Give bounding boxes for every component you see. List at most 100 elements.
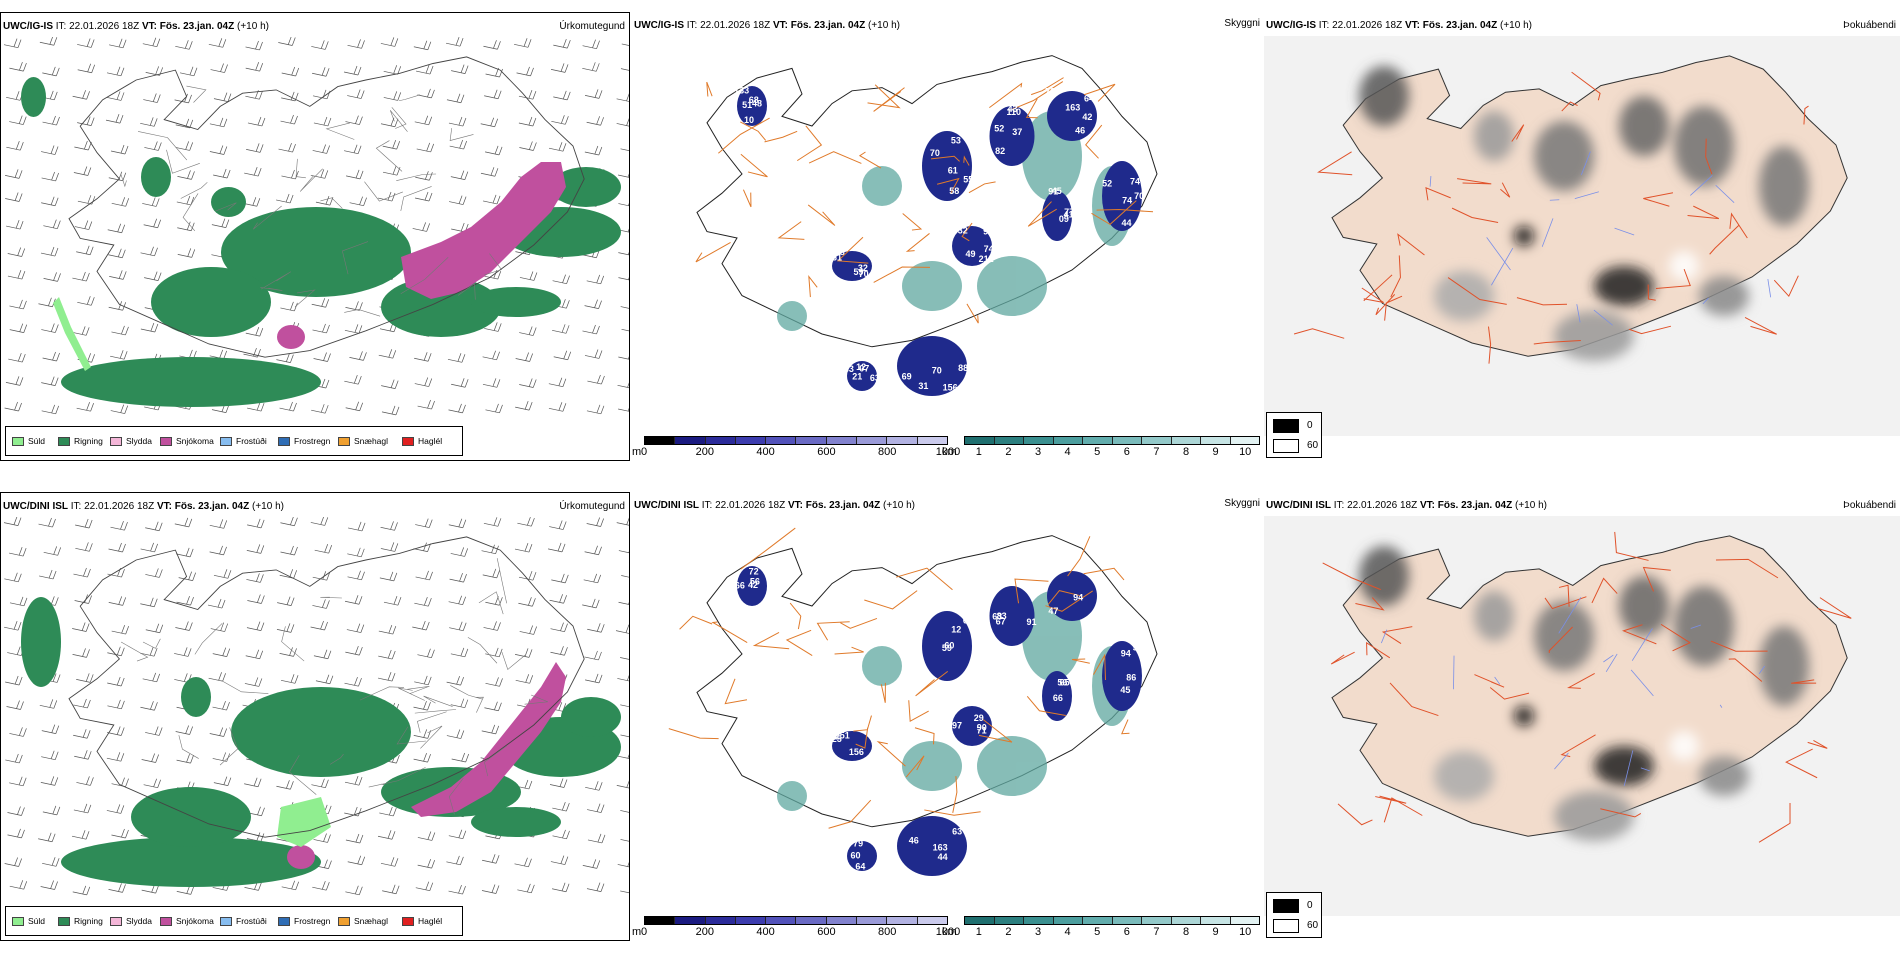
wind-barb	[617, 672, 629, 681]
wind-barb	[106, 114, 123, 123]
precip-legend-swatch	[338, 437, 350, 446]
wind-barb	[587, 883, 604, 892]
wind-barb	[312, 67, 329, 76]
wind-barb	[210, 546, 227, 555]
wind-barb	[449, 830, 466, 839]
wind-barb	[179, 572, 196, 581]
ceiling-value-label: 60	[944, 641, 954, 651]
wind-barb	[111, 326, 128, 335]
colorbar-segment	[766, 437, 796, 444]
wind-barb	[549, 402, 566, 411]
wind-barb	[313, 324, 330, 333]
colorbar-segment	[736, 437, 766, 444]
wind-barb	[280, 647, 297, 656]
wind-barb	[483, 195, 500, 204]
wind-barb	[246, 41, 263, 50]
colorbar-segment	[645, 437, 675, 444]
wind-barb	[213, 701, 230, 710]
wind-barb	[111, 521, 128, 530]
fog-index-patch	[1669, 251, 1699, 281]
colorbar-segment	[1083, 917, 1113, 924]
wind-barb	[587, 405, 604, 414]
wind-barb	[348, 522, 365, 531]
wind-barb	[447, 676, 464, 685]
precip-legend-swatch	[278, 917, 290, 926]
wind-barb	[378, 830, 395, 839]
colorbar-segment	[827, 437, 857, 444]
wind-barb	[5, 402, 22, 411]
fog-index-title: Þokuábendi	[1843, 20, 1896, 31]
wind-barb	[282, 67, 299, 76]
wind-barb	[73, 648, 90, 657]
fog-index-patch	[1434, 751, 1494, 801]
wind-barb	[483, 40, 500, 49]
init-time-label: IT:	[702, 500, 713, 511]
colorbar-tick-label: 9	[1213, 926, 1219, 938]
ceiling-value-label: 156	[849, 747, 864, 757]
valid-time-value: Fös. 23.jan. 04Z	[806, 500, 880, 511]
wind-barb	[552, 802, 569, 811]
ceiling-visibility-map: 1058826474967088129113353524274745915621…	[632, 36, 1264, 436]
wind-barb	[381, 542, 398, 551]
wind-barb	[277, 597, 294, 606]
rain-area	[561, 697, 621, 737]
wind-barb	[381, 521, 398, 530]
wind-barb	[585, 146, 602, 155]
colorbar-segment	[827, 917, 857, 924]
wind-barb	[72, 272, 89, 281]
wind-barb	[381, 857, 398, 866]
wind-barb	[616, 625, 629, 634]
fog-index-legend: 0 60	[1266, 412, 1322, 458]
river-line	[1453, 656, 1454, 690]
wind-barb	[483, 351, 500, 360]
wind-barb	[177, 754, 194, 763]
precip-legend-item: Frostúði	[220, 916, 267, 926]
wind-barb	[244, 167, 261, 176]
wind-barb	[451, 648, 468, 657]
wind-barb	[213, 648, 230, 657]
wind-barb	[111, 829, 128, 838]
valid-time-label: VT:	[157, 501, 172, 512]
wind-barb	[621, 143, 629, 152]
wind-barb	[6, 91, 23, 100]
ceiling-value-label: 74	[1130, 176, 1140, 186]
wind-barb	[550, 646, 567, 655]
wind-barb	[276, 780, 293, 789]
rain-area	[471, 287, 561, 317]
ceiling-value-label: 44	[1121, 218, 1131, 228]
wind-barb	[515, 648, 532, 657]
precip-legend-swatch	[278, 437, 290, 446]
road-line	[121, 642, 148, 661]
colorbar-tick-label: 1	[976, 926, 982, 938]
visibility-title: Skyggni	[1224, 498, 1260, 509]
wind-barb	[347, 90, 364, 99]
wind-barb	[451, 378, 468, 387]
precip-map-frame: UWC/IG-IS IT: 22.01.2026 18Z VT: Fös. 23…	[0, 12, 630, 461]
wind-barb	[8, 270, 25, 279]
wind-barb	[446, 37, 463, 46]
road-line	[320, 597, 342, 598]
wind-barb	[617, 517, 629, 526]
wind-barb	[145, 726, 162, 735]
wind-barb	[146, 624, 163, 633]
ceiling-value-label: 25	[832, 734, 842, 744]
wind-barb	[587, 623, 604, 632]
lead-time: (+10 h)	[252, 501, 284, 512]
wind-barb	[618, 247, 629, 256]
colorbar-segment	[1172, 917, 1202, 924]
ceiling-value-label: 53	[951, 136, 961, 146]
ceiling-visibility-panel: UWC/DINI ISL IT: 22.01.2026 18Z VT: Fös.…	[632, 492, 1264, 958]
colorbar-segment	[887, 437, 917, 444]
ceiling-value-label: 07	[859, 364, 869, 374]
wind-barb	[9, 300, 26, 309]
wind-barb	[180, 67, 197, 76]
wind-barb	[213, 752, 230, 761]
wind-barb	[247, 594, 264, 603]
wind-barb	[248, 117, 265, 126]
ceiling-value-label: 74	[984, 244, 994, 254]
wind-barb	[519, 327, 536, 336]
precip-legend-swatch	[220, 917, 232, 926]
wind-barb	[276, 194, 293, 203]
wind-barb	[311, 779, 328, 788]
wind-barb	[74, 141, 91, 150]
